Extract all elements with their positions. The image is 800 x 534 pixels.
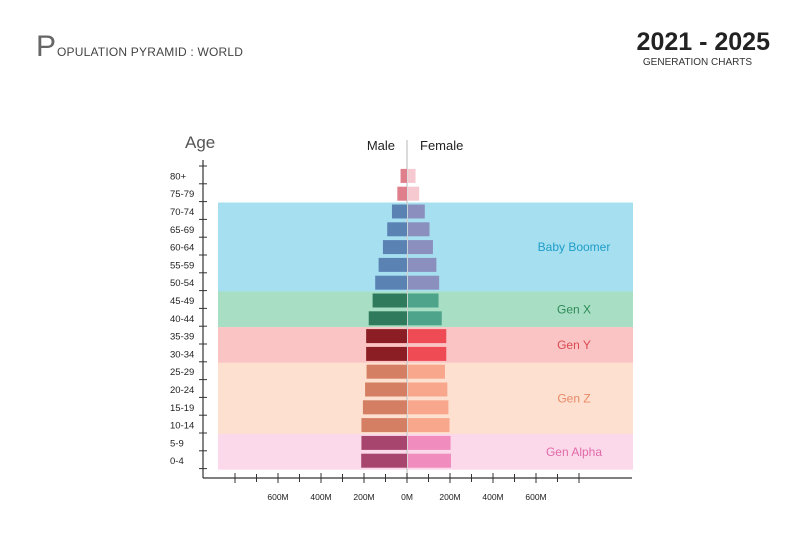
age-label-8: 40-44 <box>170 314 194 325</box>
bar-female-4 <box>408 240 433 255</box>
bar-male-2 <box>391 204 407 219</box>
bar-female-3 <box>408 222 430 237</box>
generation-label-2: Gen Y <box>557 338 591 352</box>
x-tick-label-4: 200M <box>439 492 460 502</box>
age-label-0: 80+ <box>170 171 187 182</box>
bar-male-3 <box>387 222 407 237</box>
age-label-15: 5-9 <box>170 438 184 449</box>
generation-label-0: Baby Boomer <box>538 240 611 254</box>
bar-female-15 <box>408 435 451 450</box>
age-label-1: 75-79 <box>170 189 194 200</box>
bar-female-11 <box>408 364 445 379</box>
y-axis-title: Age <box>185 133 215 152</box>
bar-male-10 <box>366 346 407 361</box>
age-label-2: 70-74 <box>170 207 194 218</box>
age-label-4: 60-64 <box>170 243 194 254</box>
x-tick-label-2: 200M <box>353 492 374 502</box>
bar-male-8 <box>368 311 407 326</box>
bar-female-6 <box>408 275 440 290</box>
bar-male-11 <box>366 364 407 379</box>
age-label-12: 20-24 <box>170 385 194 396</box>
bar-male-9 <box>366 329 407 344</box>
age-label-13: 15-19 <box>170 403 194 414</box>
bar-female-16 <box>408 453 451 468</box>
bar-male-16 <box>361 453 407 468</box>
x-tick-label-1: 400M <box>310 492 331 502</box>
male-label: Male <box>367 138 395 153</box>
bar-male-7 <box>372 293 407 308</box>
bar-male-4 <box>382 240 407 255</box>
female-label: Female <box>420 138 463 153</box>
bar-male-12 <box>365 382 407 397</box>
x-tick-label-6: 600M <box>525 492 546 502</box>
bar-male-13 <box>362 400 407 415</box>
bar-female-12 <box>408 382 448 397</box>
bar-female-5 <box>408 257 437 272</box>
bar-female-8 <box>408 311 442 326</box>
age-label-9: 35-39 <box>170 332 194 343</box>
x-tick-label-5: 400M <box>482 492 503 502</box>
bar-female-0 <box>408 168 416 183</box>
bar-female-1 <box>408 186 420 201</box>
bar-male-5 <box>378 257 407 272</box>
age-label-7: 45-49 <box>170 296 194 307</box>
age-label-10: 30-34 <box>170 349 194 360</box>
age-label-3: 65-69 <box>170 225 194 236</box>
age-label-6: 50-54 <box>170 278 194 289</box>
bar-male-6 <box>375 275 407 290</box>
age-label-11: 25-29 <box>170 367 194 378</box>
subtitle: GENERATION CHARTS <box>642 57 752 68</box>
bar-female-2 <box>408 204 425 219</box>
age-label-5: 55-59 <box>170 260 194 271</box>
bar-male-14 <box>361 418 407 433</box>
x-tick-label-3: 0M <box>401 492 413 502</box>
title-initial: P <box>36 30 57 63</box>
generation-label-4: Gen Alpha <box>546 445 602 459</box>
generation-label-3: Gen Z <box>557 391 590 405</box>
bar-female-14 <box>408 418 450 433</box>
x-tick-label-0: 600M <box>267 492 288 502</box>
title-text: OPULATION PYRAMID : WORLD <box>57 45 244 59</box>
generation-label-1: Gen X <box>557 302 591 316</box>
age-label-14: 10-14 <box>170 421 194 432</box>
bar-female-9 <box>408 329 447 344</box>
bar-male-0 <box>400 168 407 183</box>
bar-female-10 <box>408 346 447 361</box>
bar-male-1 <box>397 186 407 201</box>
age-label-16: 0-4 <box>170 456 184 467</box>
year-range: 2021 - 2025 <box>636 28 770 56</box>
bar-male-15 <box>361 435 407 450</box>
bar-female-13 <box>408 400 449 415</box>
bar-female-7 <box>408 293 439 308</box>
page-title: P OPULATION PYRAMID : WORLD <box>36 30 243 64</box>
